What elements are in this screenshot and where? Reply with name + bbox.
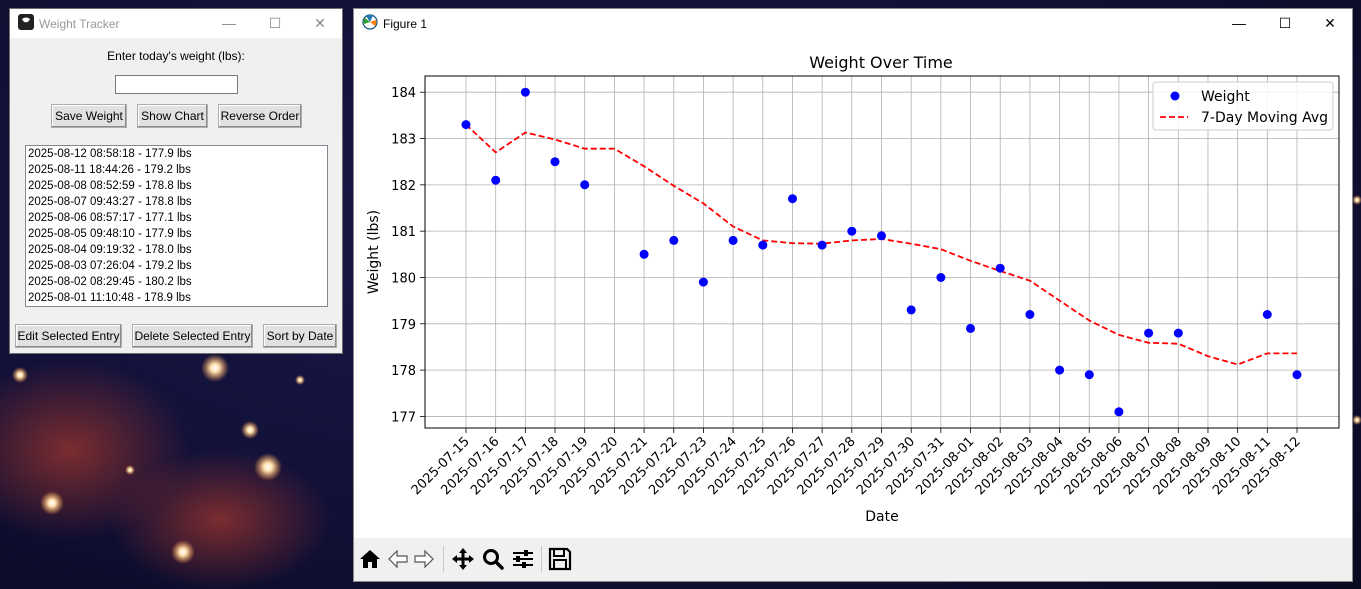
list-item[interactable]: 2025-08-06 08:57:17 - 177.1 lbs [28, 212, 192, 224]
figure-titlebar[interactable]: Figure 1 — ☐ ✕ [354, 9, 1352, 38]
weight-data-point [1084, 370, 1094, 380]
weight-data-point [817, 240, 827, 250]
weight-data-point [1025, 310, 1035, 319]
list-item[interactable]: 2025-08-05 09:48:10 - 177.9 lbs [28, 228, 192, 240]
figure-window: Figure 1 — ☐ ✕ Weight Over Time 2025-07-… [353, 8, 1353, 582]
x-axis-ticks: 2025-07-152025-07-162025-07-172025-07-18… [409, 428, 1304, 498]
figure-close-button[interactable]: ✕ [1324, 15, 1336, 31]
tracker-minimize-button[interactable]: — [222, 15, 236, 31]
sort-by-date-button[interactable]: Sort by Date [263, 324, 337, 348]
figure-maximize-button[interactable]: ☐ [1278, 15, 1292, 31]
weight-data-point [639, 249, 649, 259]
weight-data-point [1144, 328, 1154, 338]
list-item[interactable]: 2025-08-01 11:10:48 - 178.9 lbs [28, 292, 191, 304]
y-tick-label: 179 [391, 318, 416, 333]
list-item[interactable]: 2025-08-07 09:43:27 - 178.8 lbs [28, 196, 192, 208]
weight-data-point [1292, 370, 1302, 380]
weight-data-point [550, 157, 560, 167]
pan-move-icon[interactable] [450, 546, 476, 572]
y-axis-label: Weight (lbs) [366, 210, 382, 294]
weight-data-point [1173, 328, 1183, 338]
configure-subplots-icon[interactable] [510, 546, 536, 572]
show-chart-button[interactable]: Show Chart [137, 104, 208, 128]
weight-data-point [698, 277, 708, 287]
x-axis-label: Date [865, 509, 898, 525]
save-weight-button[interactable]: Save Weight [51, 104, 127, 128]
weight-data-point [1055, 365, 1065, 375]
weight-data-point [936, 273, 946, 282]
plot-frame [424, 75, 1340, 429]
feather-app-icon [18, 14, 34, 30]
legend-moving-avg-label: 7-Day Moving Avg [1201, 110, 1328, 126]
y-tick-label: 184 [391, 86, 416, 101]
list-item[interactable]: 2025-08-02 08:29:45 - 180.2 lbs [28, 276, 192, 288]
home-icon[interactable] [357, 546, 383, 572]
weight-data-point [966, 323, 975, 333]
weight-data-point [580, 180, 590, 190]
y-axis-ticks: 177 178 179 180 181 182 183 184 [391, 86, 425, 425]
figure-window-title: Figure 1 [383, 17, 428, 31]
legend-weight-marker [1170, 91, 1180, 101]
weight-data-point [847, 226, 857, 236]
weight-data-point [995, 263, 1005, 273]
weight-chart[interactable]: Weight Over Time 2025-07-152025-07-16202… [354, 38, 1352, 538]
zoom-magnifier-icon[interactable] [480, 546, 506, 572]
weight-data-point [669, 235, 679, 245]
chart-legend: Weight 7-Day Moving Avg [1152, 81, 1334, 131]
weight-tracker-window: Weight Tracker — ☐ ✕ Enter today's weigh… [9, 8, 343, 354]
weight-data-point [461, 120, 471, 130]
list-item[interactable]: 2025-08-12 08:58:18 - 177.9 lbs [28, 148, 192, 160]
y-tick-label: 181 [391, 225, 416, 240]
weight-data-point [1114, 407, 1124, 417]
chart-title: Weight Over Time [809, 53, 953, 72]
list-item[interactable]: 2025-08-08 08:52:59 - 178.8 lbs [28, 180, 192, 192]
weight-input[interactable] [115, 75, 238, 94]
chart-grid [425, 76, 1339, 428]
y-tick-label: 182 [391, 179, 416, 194]
matplotlib-app-icon [362, 14, 378, 30]
weight-data-point [788, 194, 797, 204]
figure-toolbar [354, 538, 1352, 581]
legend-box [1152, 81, 1334, 131]
weight-data-point [520, 87, 530, 97]
list-item[interactable]: 2025-08-11 18:44:26 - 179.2 lbs [28, 164, 191, 176]
y-tick-label: 177 [391, 410, 416, 425]
weight-entries-listbox[interactable]: 2025-08-12 08:58:18 - 177.9 lbs 2025-08-1… [25, 145, 328, 307]
weight-prompt-label: Enter today's weight (lbs): [107, 49, 245, 63]
weight-data-point [877, 231, 886, 241]
edit-selected-entry-button[interactable]: Edit Selected Entry [15, 324, 122, 348]
y-tick-label: 178 [391, 364, 416, 379]
toolbar-separator [443, 546, 444, 572]
delete-selected-entry-button[interactable]: Delete Selected Entry [132, 324, 253, 348]
legend-weight-label: Weight [1201, 89, 1250, 105]
toolbar-separator [541, 546, 542, 572]
list-item[interactable]: 2025-08-04 09:19:32 - 178.0 lbs [28, 244, 192, 256]
tracker-titlebar[interactable]: Weight Tracker — ☐ ✕ [10, 9, 342, 38]
tracker-close-button[interactable]: ✕ [314, 15, 326, 31]
weight-data-point [1262, 310, 1272, 319]
y-tick-label: 183 [391, 133, 416, 148]
weight-data-point [728, 235, 738, 245]
weight-data-point [906, 305, 916, 315]
save-floppy-icon[interactable] [547, 546, 573, 572]
back-arrow-icon[interactable] [385, 546, 411, 572]
list-item[interactable]: 2025-08-03 07:26:04 - 179.2 lbs [28, 260, 192, 272]
weight-data-point [758, 240, 768, 250]
tracker-window-title: Weight Tracker [39, 17, 120, 31]
y-tick-label: 180 [391, 271, 416, 286]
chart-series [461, 87, 1302, 417]
tracker-maximize-button[interactable]: ☐ [268, 15, 282, 31]
figure-minimize-button[interactable]: — [1232, 15, 1246, 31]
weight-data-point [491, 175, 501, 185]
forward-arrow-icon[interactable] [411, 546, 437, 572]
reverse-order-button[interactable]: Reverse Order [218, 104, 302, 128]
